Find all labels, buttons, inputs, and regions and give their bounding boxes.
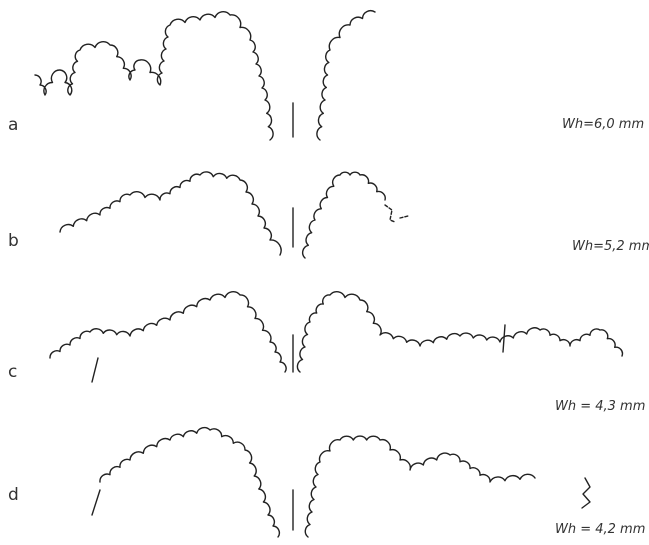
measurement: Wh = 4,2 mm [555, 522, 645, 537]
tick [92, 358, 98, 382]
figure: a Wh=6,0 mm b Wh=5,2 mm c Wh = 4,3 mm d … [0, 0, 649, 545]
profile-outline [50, 292, 286, 372]
measurement: Wh = 4,3 mm [555, 399, 645, 414]
profile-outline [297, 292, 622, 372]
fragment [385, 205, 408, 222]
profile-outline [317, 11, 375, 140]
profile-outline [35, 12, 273, 140]
profile-outline [305, 436, 535, 537]
panel-label: b [8, 231, 19, 251]
profile-outline [60, 172, 281, 255]
fragment [582, 478, 590, 508]
measurement: Wh=5,2 mm [572, 239, 649, 254]
profile-outline [100, 428, 279, 537]
tick [92, 490, 100, 515]
panel-label: d [8, 485, 19, 505]
measurement: Wh=6,0 mm [562, 117, 644, 132]
panel-label: a [8, 115, 18, 135]
tick [503, 325, 505, 352]
profile-outline [303, 172, 386, 258]
panel-label: c [8, 362, 17, 382]
